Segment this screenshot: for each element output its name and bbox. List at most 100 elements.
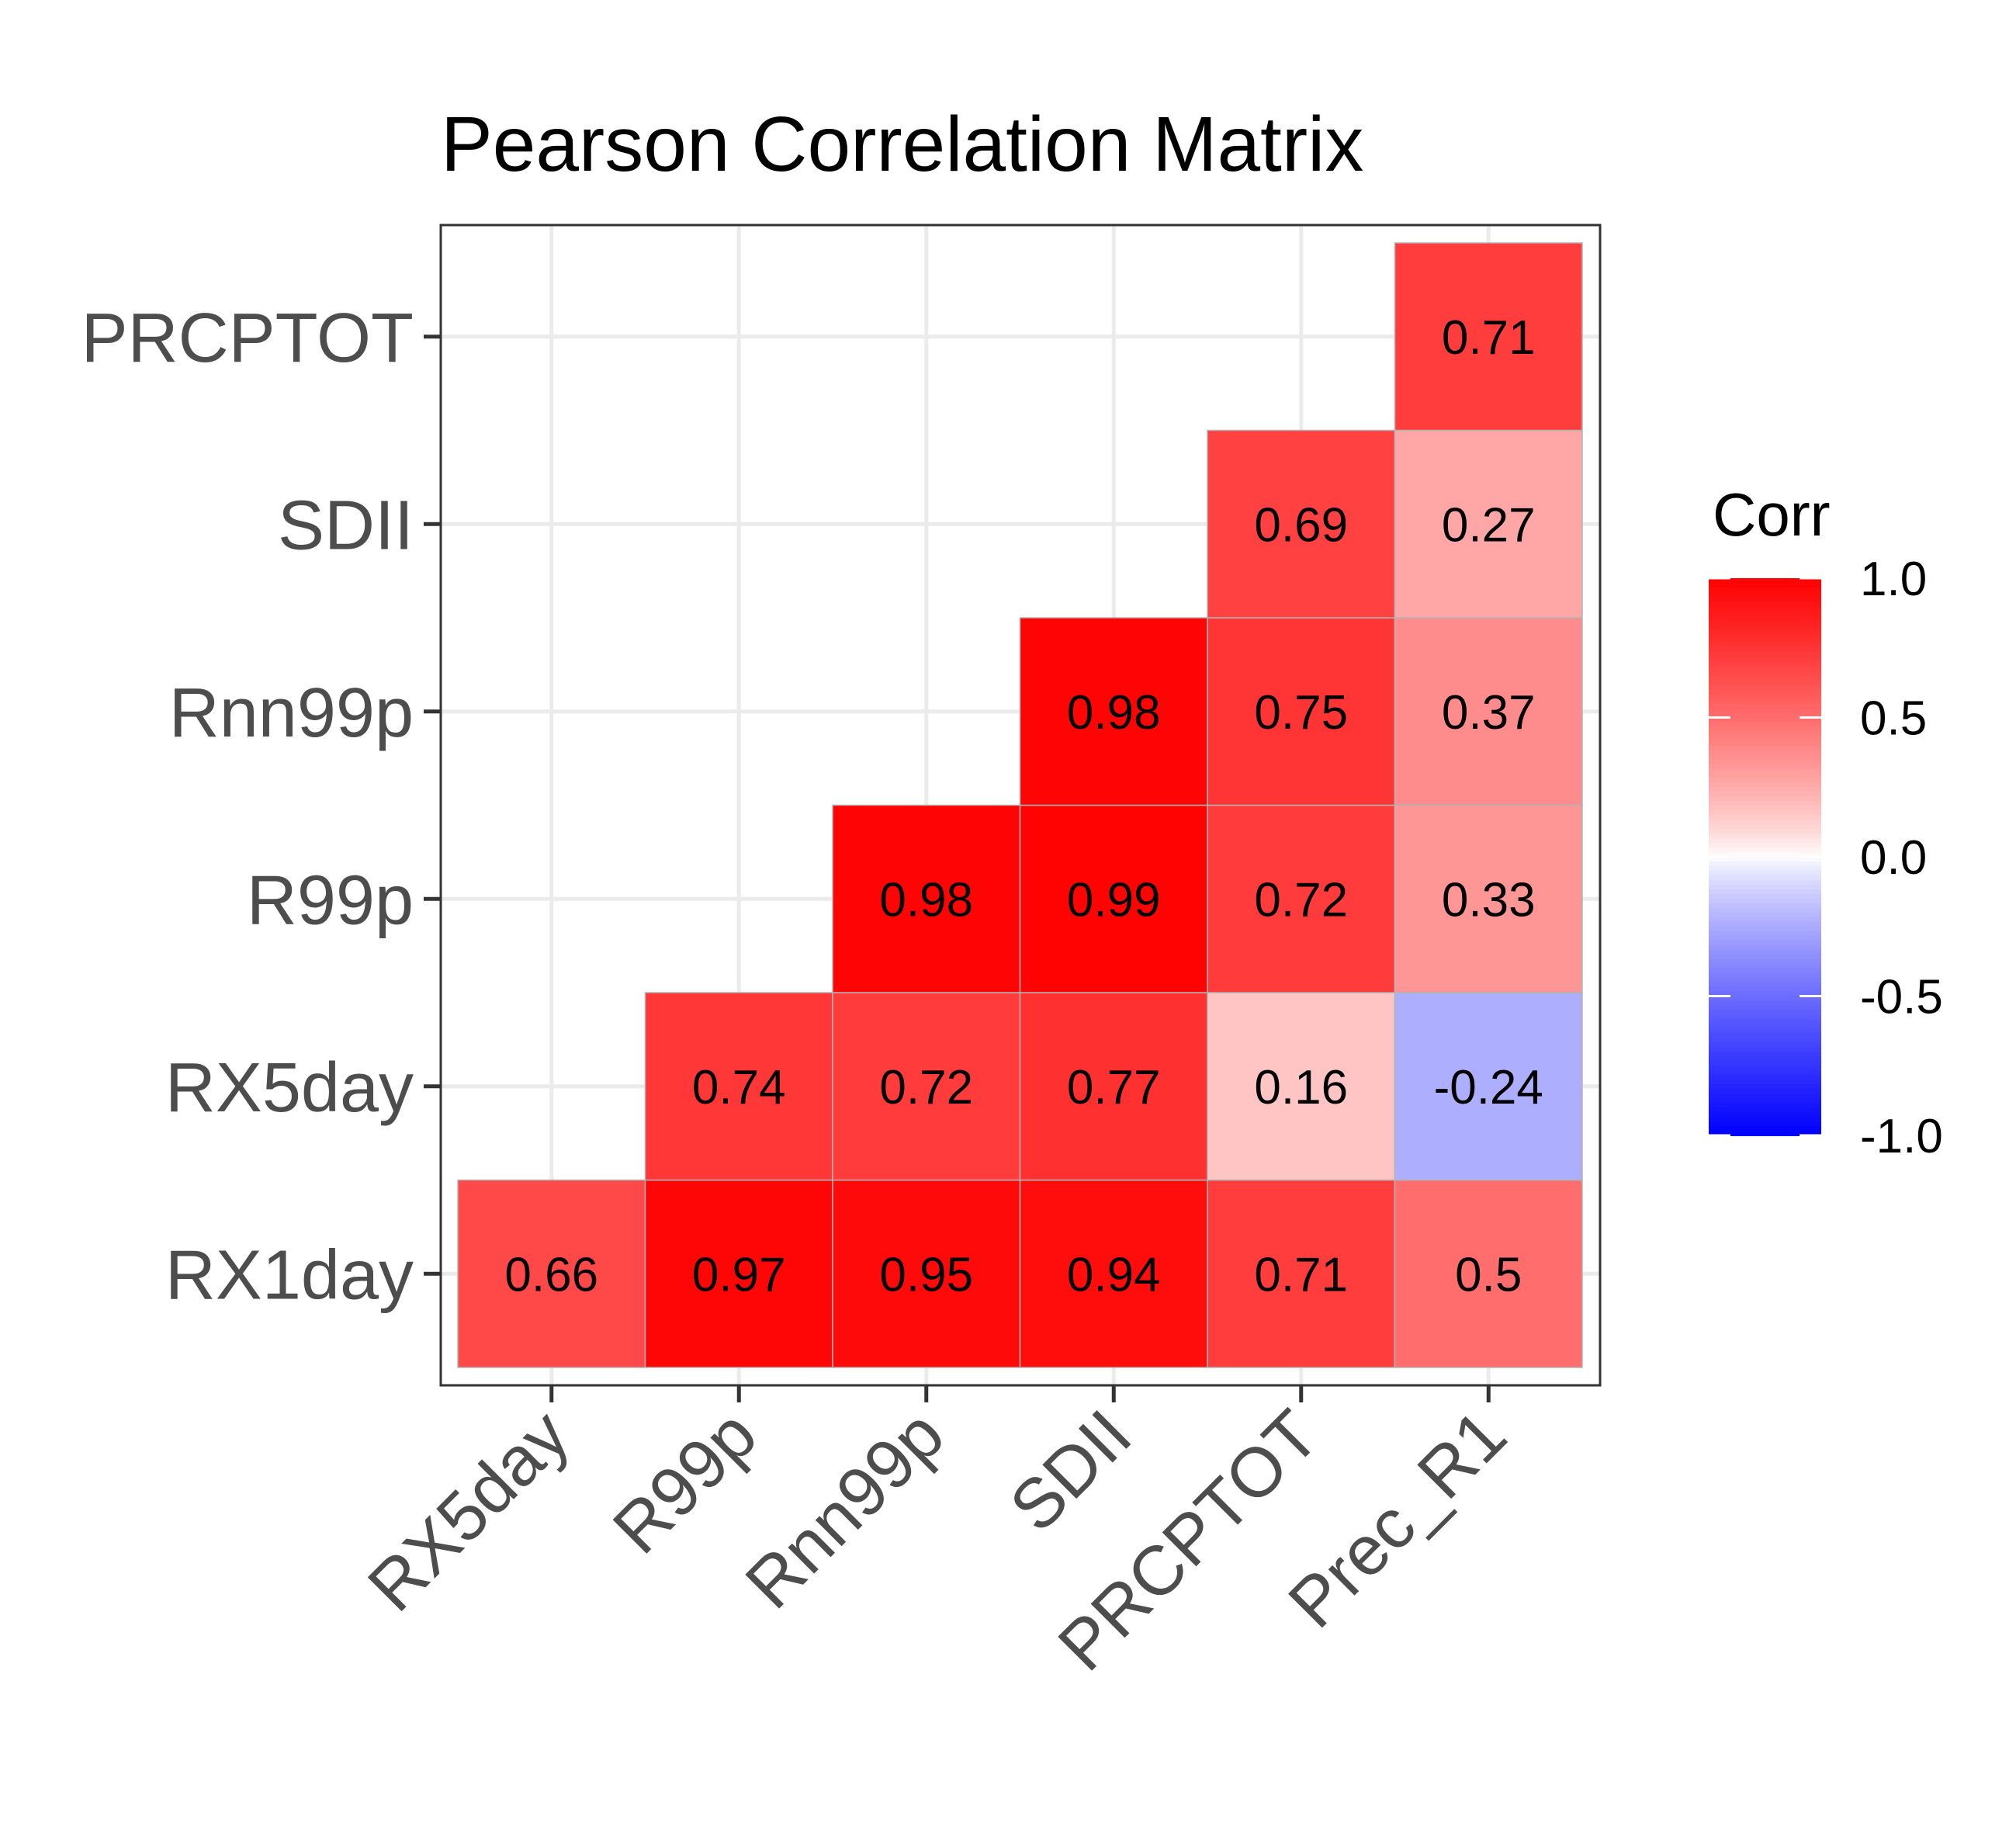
heatmap-cell [1207,429,1396,619]
legend-tick-label: 0.0 [1860,831,1927,885]
colorbar-segment [1709,764,1821,770]
colorbar-segment [1709,1000,1821,1007]
y-axis-tick-label: R99p [247,861,414,939]
colorbar-segment [1709,582,1821,588]
colorbar-segment [1709,921,1821,927]
colorbar-segment [1709,698,1821,705]
heatmap-cell [1019,992,1208,1181]
cell-value-label: 0.77 [1067,1061,1161,1114]
heatmap-cell [1019,1179,1208,1368]
colorbar-segment [1709,1042,1821,1048]
colorbar-segment [1709,605,1821,612]
colorbar-segment [1709,986,1821,993]
colorbar-segment [1709,996,1821,1002]
colorbar-segment [1709,1075,1821,1081]
colorbar-segment [1709,806,1821,812]
heatmap-cell [1019,804,1208,993]
colorbar-segment [1709,731,1821,737]
heatmap-cell [1394,429,1583,619]
colorbar-segment [1709,991,1821,997]
cell-value-label: 0.72 [879,1061,973,1114]
colorbar-segment [1709,857,1821,862]
colorbar-segment [1709,1052,1821,1058]
colorbar-segment [1709,680,1821,686]
cell-value-label: 0.37 [1442,686,1536,740]
colorbar-segment [1709,1033,1821,1039]
colorbar-segment [1709,1084,1821,1090]
colorbar-segment [1709,1098,1821,1104]
heatmap-cell [832,804,1021,993]
colorbar-segment [1709,982,1821,988]
colorbar-segment [1709,861,1821,867]
colorbar-segment [1709,1107,1821,1114]
colorbar-segment [1709,1112,1821,1118]
colorbar-segment [1709,629,1821,635]
colorbar-segment [1709,736,1821,742]
colorbar-segment [1709,782,1821,789]
colorbar-segment [1709,1019,1821,1025]
colorbar-segment [1709,587,1821,593]
heatmap-cell [1394,992,1583,1181]
legend-tick-label: 1.0 [1860,553,1927,606]
panel-border [439,224,1602,1387]
colorbar-segment [1709,1094,1821,1100]
colorbar-segment [1709,740,1821,747]
colorbar-segment [1709,1028,1821,1035]
legend-tick-label: -0.5 [1860,971,1943,1024]
colorbar-segment [1709,773,1821,779]
x-axis-tick-label: SDII [996,1395,1146,1546]
colorbar-segment [1709,958,1821,965]
colorbar-segment [1709,889,1821,895]
colorbar-segment [1709,824,1821,830]
colorbar-segment [1709,1117,1821,1123]
colorbar-segment [1709,1089,1821,1095]
heatmap-cell [1207,804,1396,993]
colorbar-segment [1709,601,1821,607]
colorbar-segment [1709,1066,1821,1072]
cell-value-label: 0.75 [1254,686,1348,740]
colorbar-segment [1709,703,1821,709]
colorbar-segment [1709,596,1821,602]
colorbar-segment [1709,610,1821,616]
colorbar-segment [1709,847,1821,854]
colorbar-segment [1709,884,1821,890]
cell-value-label: 0.72 [1254,873,1348,927]
colorbar-segment [1709,624,1821,630]
heatmap-cell [644,1179,833,1368]
colorbar-segment [1709,1014,1821,1021]
colorbar-segment [1709,652,1821,658]
legend: Corr 1.0 0.5 0.0 -0.5 -1.0 [1709,480,1943,1163]
cell-value-label: -0.24 [1434,1061,1543,1114]
colorbar-segment [1709,1056,1821,1062]
legend-tick-label: -1.0 [1860,1110,1943,1163]
colorbar-segment [1709,768,1821,775]
heatmap-cell [1394,242,1583,432]
colorbar-segment [1709,834,1821,840]
colorbar-segment [1709,619,1821,626]
colorbar-segment [1709,643,1821,649]
x-axis-tick-label: Rnn99p [731,1395,959,1624]
colorbar-segment [1709,708,1821,714]
colorbar-segment [1709,657,1821,663]
heatmap-cell [1394,804,1583,993]
cell-value-label: 0.95 [879,1248,973,1301]
colorbar-segment [1709,792,1821,798]
cell-value-label: 0.71 [1254,1248,1348,1301]
cell-value-label: 0.69 [1254,498,1348,552]
colorbar-segment [1709,1047,1821,1053]
colorbar-segment [1709,898,1821,904]
colorbar-segment [1709,661,1821,667]
colorbar-segment [1709,972,1821,979]
colorbar-segment [1709,963,1821,969]
colorbar-segment [1709,717,1821,723]
colorbar-segment [1709,1103,1821,1109]
colorbar-segment [1709,935,1821,941]
colorbar-segment [1709,949,1821,955]
heatmap-cell [1207,1179,1396,1368]
cell-value-label: 0.5 [1455,1248,1522,1301]
cell-value-label: 0.98 [879,873,973,927]
heatmap-cell [1207,992,1396,1181]
legend-title: Corr [1713,480,1831,549]
colorbar-segment [1709,944,1821,951]
colorbar-segment [1709,1038,1821,1044]
